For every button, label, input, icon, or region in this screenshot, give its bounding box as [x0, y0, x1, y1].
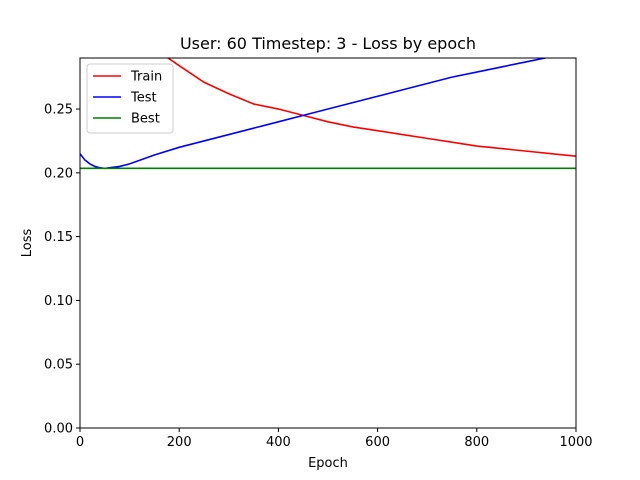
x-tick-label: 400: [266, 435, 291, 450]
legend-label-test: Test: [130, 91, 157, 106]
legend-box: [86, 63, 174, 134]
y-tick-label: 0.00: [44, 422, 73, 437]
x-tick-label: 1000: [559, 435, 592, 450]
x-axis-label: Epoch: [308, 456, 348, 471]
y-axis-label: Loss: [20, 229, 35, 258]
x-tick-label: 600: [365, 435, 390, 450]
legend-label-train: Train: [130, 70, 162, 85]
series-line-train: [166, 58, 576, 158]
y-axis: 0.00 0.05 0.10 0.15 0.20 0.25: [44, 103, 80, 437]
plot-frame: [79, 57, 577, 429]
y-tick-label: 0.20: [44, 166, 73, 181]
y-tick-label: 0.15: [44, 230, 73, 245]
y-tick-label: 0.10: [44, 294, 73, 309]
x-tick-label: 800: [464, 435, 489, 450]
legend: Train Test Best: [86, 63, 174, 134]
x-tick-label: 0: [76, 435, 84, 450]
y-tick-label: 0.05: [44, 358, 73, 373]
y-tick-label: 0.25: [44, 103, 73, 118]
chart-title: User: 60 Timestep: 3 - Loss by epoch: [180, 34, 476, 53]
x-axis: 0 200 400 600 800 1000: [76, 428, 593, 450]
legend-label-best: Best: [131, 112, 160, 127]
x-tick-label: 200: [167, 435, 192, 450]
